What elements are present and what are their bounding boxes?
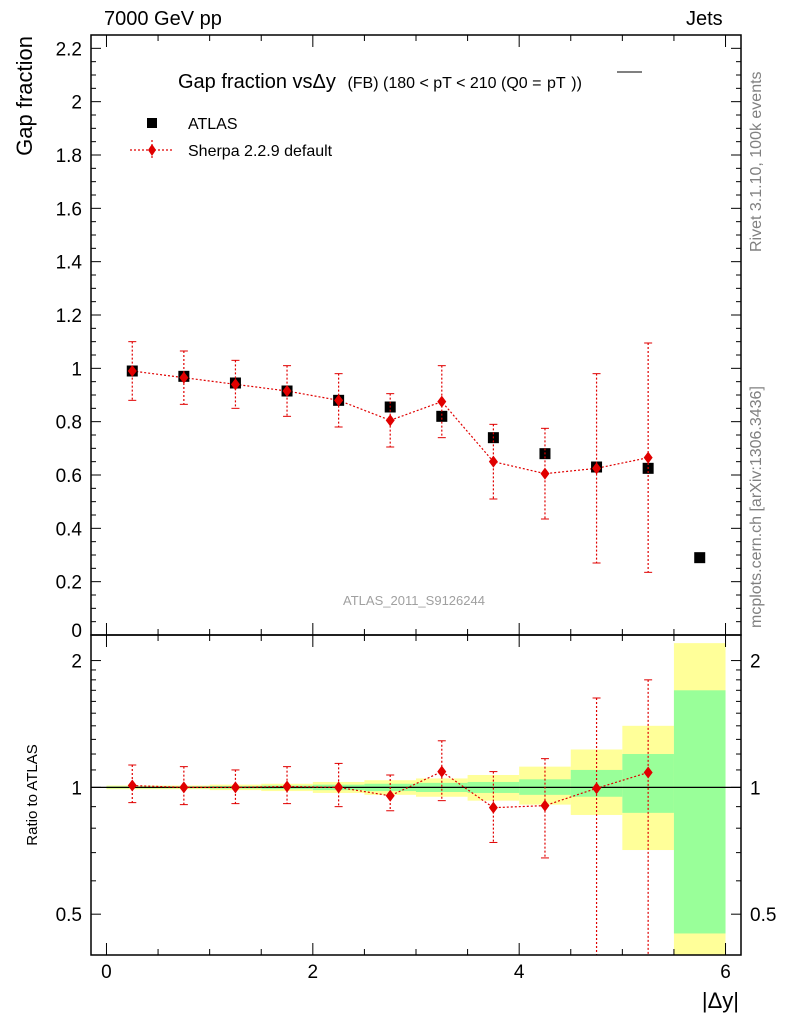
ratio-mc-point — [437, 765, 447, 778]
atlas-point — [694, 552, 706, 564]
x-axis-label: |Δy| — [702, 988, 739, 1013]
mc-point — [540, 467, 550, 480]
main-title-close: )) — [571, 75, 582, 92]
mc-point — [643, 451, 653, 464]
ratio-mc-line — [132, 770, 649, 809]
legend-atlas-label: ATLAS — [188, 116, 238, 133]
mc-point — [282, 385, 292, 397]
ratio-mc-point — [127, 779, 137, 792]
ratio-x-tick-label: 2 — [308, 962, 319, 983]
ratio-band-inner — [622, 754, 674, 813]
atlas-point — [436, 410, 448, 422]
main-y-tick-label: 0.8 — [56, 413, 82, 434]
legend-mc-marker — [148, 144, 156, 156]
main-y-tick-label: 1.6 — [56, 199, 82, 220]
mc-point — [230, 378, 240, 391]
mc-point — [385, 414, 395, 427]
main-y-tick-label: 2 — [71, 93, 82, 114]
header-right-label: Jets — [686, 8, 723, 30]
ratio-mc-point — [179, 781, 189, 794]
ratio-mc-point — [282, 780, 292, 793]
mc-point — [127, 365, 137, 377]
ratio-x-tick-label: 4 — [514, 962, 525, 983]
main-y-tick-label: 2.2 — [56, 39, 82, 60]
ratio-mc-point — [540, 799, 550, 812]
mc-point — [488, 455, 498, 468]
main-y-tick-label: 0 — [71, 621, 82, 642]
ratio-x-tick-label: 0 — [101, 962, 112, 983]
ratio-mc-point — [385, 789, 395, 802]
ratio-mc-point — [592, 782, 602, 795]
main-y-tick-label: 0.6 — [56, 466, 82, 487]
mc-line — [132, 370, 649, 475]
ratio-x-tick-label: 6 — [720, 962, 731, 983]
ratio-y-tick-label-right: 2 — [750, 652, 761, 673]
mc-point — [334, 394, 344, 407]
ratio-panel-frame — [90, 634, 742, 956]
ratio-y-tick-label-right: 1 — [750, 778, 761, 799]
main-y-tick-label: 1.8 — [56, 146, 82, 167]
main-y-tick-label: 0.2 — [56, 573, 82, 594]
main-title-sub: (FB) (180 < pT < 210 (Q0 = — [347, 75, 541, 92]
legend-mc-label: Sherpa 2.2.9 default — [188, 143, 333, 160]
legend-atlas-marker — [147, 118, 157, 128]
main-y-tick-label: 0.4 — [56, 519, 83, 540]
main-y-tick-label: 1 — [71, 359, 82, 380]
ratio-mc-point — [643, 766, 653, 779]
mc-point — [179, 371, 189, 384]
mc-point — [437, 395, 447, 408]
main-y-tick-label: 1.4 — [56, 253, 83, 274]
ratio-y-tick-label: 0.5 — [56, 905, 82, 926]
ratio-mc-point — [334, 781, 344, 794]
watermark: ATLAS_2011_S9126244 — [343, 593, 485, 608]
ratio-y-tick-label: 2 — [71, 652, 82, 673]
header-left-label: 7000 GeV pp — [104, 8, 222, 30]
main-title: Gap fraction vsΔy (FB) (180 < pT < 210 (… — [178, 71, 582, 93]
ratio-band-inner — [673, 690, 726, 934]
ratio-y-tick-label: 1 — [71, 778, 82, 799]
main-ylabel: Gap fraction — [12, 36, 37, 156]
main-title-ptbar: pT — [547, 75, 566, 92]
ratio-y-tick-label-right: 0.5 — [750, 905, 776, 926]
ratio-mc-point — [488, 801, 498, 814]
mc-point — [592, 462, 602, 475]
main-title-text: Gap fraction vsΔy — [178, 71, 336, 93]
main-y-tick-label: 1.2 — [56, 306, 82, 327]
ratio-mc-point — [230, 781, 240, 794]
chart-dynamic-layer: 0 0.2 0.4 0.6 0.8 1 1.2 1.4 1.6 1.8 2 2.2 0 2 4 6 0.5 0.5… — [56, 35, 776, 983]
ratio-ylabel: Ratio to ATLAS — [24, 744, 41, 845]
